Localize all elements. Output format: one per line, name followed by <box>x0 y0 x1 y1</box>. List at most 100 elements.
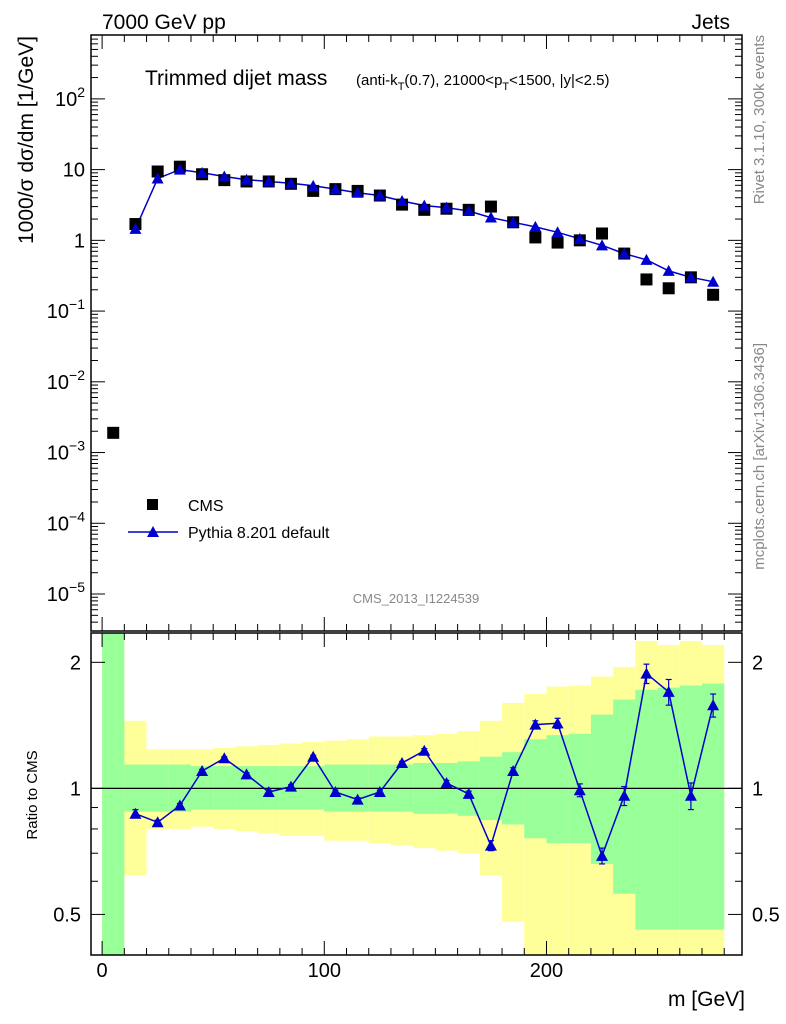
x-tick-label: 100 <box>308 960 341 982</box>
ratio-data-point <box>307 750 320 762</box>
main-panel-frame <box>90 34 743 632</box>
ratio-band-inner <box>702 683 725 930</box>
main-y-tick-label: 10−2 <box>47 367 85 394</box>
main-title-detail: (anti-kT(0.7), 21000<pT<1500, |y|<2.5) <box>356 72 610 93</box>
ratio-data-point <box>373 786 386 798</box>
ratio-data-point <box>640 667 653 679</box>
mc-data-point <box>440 201 453 213</box>
energy-label: 7000 GeV pp <box>102 11 226 34</box>
mc-data-point <box>484 211 497 223</box>
mc-data-point <box>596 239 609 251</box>
main-y-tick-label: 10−5 <box>47 579 85 606</box>
cms-data-point <box>551 236 564 249</box>
cms-data-point <box>640 273 653 286</box>
mc-data-point <box>529 220 542 232</box>
ratio-data-point <box>396 756 409 768</box>
rivet-label: Rivet 3.1.10, 300k events <box>751 35 768 204</box>
main-panel: 10−5 10−4 10−3 10−2 10−1 1 10 102 <box>47 34 743 632</box>
ratio-data-point <box>418 744 431 756</box>
main-title: Trimmed dijet mass <box>145 67 327 90</box>
cms-data-point <box>662 282 675 295</box>
ratio-band-inner <box>546 735 569 844</box>
legend-cms-marker <box>147 499 158 510</box>
ratio-data-point <box>707 699 720 711</box>
ratio-data-point <box>618 789 631 801</box>
mc-data-point <box>707 275 720 287</box>
ratio-data-point <box>351 793 364 805</box>
mc-data-point <box>329 183 342 195</box>
mc-data-point <box>396 194 409 206</box>
mc-data-point <box>129 222 142 234</box>
mc-data-point <box>262 175 275 187</box>
ratio-data-point <box>684 789 697 801</box>
x-axis-label: m [GeV] <box>668 988 745 1011</box>
main-y-axis-label: 1000/σ dσ/dm [1/GeV] <box>15 36 38 244</box>
mc-data-point <box>462 204 475 216</box>
ratio-data-point <box>329 786 342 798</box>
ratio-band-inner <box>590 714 614 864</box>
ratio-y-tick-label-left: 2 <box>70 652 81 674</box>
mc-data-point <box>551 226 564 238</box>
cms-data-point <box>151 165 164 178</box>
ratio-band-inner <box>102 633 125 955</box>
ratio-data-point <box>573 784 586 796</box>
legend-mc-label: Pythia 8.201 default <box>188 525 330 542</box>
ratio-data-point <box>662 685 675 697</box>
ratio-data-point <box>462 787 475 799</box>
ratio-data-point <box>129 807 142 819</box>
mc-data-point <box>173 163 186 175</box>
ratio-data-point <box>551 717 564 729</box>
ratio-data-point <box>529 718 542 730</box>
mc-series-line <box>134 168 714 283</box>
cms-data-point <box>484 200 497 213</box>
ratio-data-point <box>484 839 497 851</box>
ratio-data-point <box>507 765 520 777</box>
mc-data-point <box>507 216 520 228</box>
mc-data-point <box>151 172 164 184</box>
ratio-data-point <box>262 786 275 798</box>
mc-data-point <box>662 264 675 276</box>
x-tick-label: 200 <box>530 960 563 982</box>
mc-data-point <box>284 177 297 189</box>
ratio-data-point <box>240 768 253 780</box>
cms-data-point <box>707 288 720 301</box>
legend-mc-marker <box>147 526 159 537</box>
mc-data-point <box>418 199 431 211</box>
main-y-tick-label: 10−4 <box>47 508 85 535</box>
mc-data-point <box>684 271 697 283</box>
ratio-data-point <box>151 816 164 828</box>
ratio-y-tick-label-right: 0.5 <box>752 904 780 926</box>
mc-data-point <box>307 179 320 191</box>
ratio-panel-frame <box>90 632 743 956</box>
main-y-tick-label: 10−3 <box>47 438 85 465</box>
legend-cms-label: CMS <box>188 498 224 515</box>
mcplots-label: mcplots.cern.ch [arXiv:1306.3436] <box>751 343 768 570</box>
ratio-data-point <box>596 849 609 861</box>
ratio-data-point <box>284 780 297 792</box>
ratio-data-point <box>196 765 209 777</box>
category-label: Jets <box>691 11 730 34</box>
cms-data-point <box>596 227 609 240</box>
ratio-panel: 0.5 0.5 1 1 2 2 0 100 200 <box>53 632 780 982</box>
ratio-y-tick-label-left: 0.5 <box>53 904 81 926</box>
main-y-tick-label: 10−1 <box>47 296 85 323</box>
ratio-y-tick-label-right: 2 <box>752 652 763 674</box>
legend: CMS Pythia 8.201 default <box>128 498 330 542</box>
mc-data-point <box>351 186 364 198</box>
mc-data-point <box>573 232 586 244</box>
ratio-data-point <box>173 799 186 811</box>
ratio-y-axis-label: Ratio to CMS <box>24 750 41 839</box>
mc-data-point <box>373 189 386 201</box>
ratio-data-point <box>218 752 231 764</box>
mc-data-point <box>618 247 631 259</box>
mc-data-point <box>240 173 253 185</box>
cms-data-point <box>529 231 542 244</box>
ratio-band-inner <box>657 687 680 930</box>
ratio-band-inner <box>635 689 658 930</box>
ratio-data-point <box>440 776 453 788</box>
ratio-y-tick-label-left: 1 <box>70 778 81 800</box>
main-y-tick-label: 1 <box>74 230 85 252</box>
main-y-tick-label: 10 <box>63 160 85 182</box>
x-tick-label: 0 <box>97 960 108 982</box>
